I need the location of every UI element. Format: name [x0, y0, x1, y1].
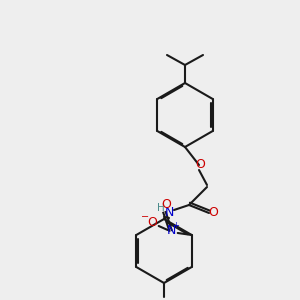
- Text: −: −: [141, 212, 149, 222]
- Text: O: O: [161, 199, 171, 212]
- Text: H: H: [157, 203, 165, 213]
- Text: N: N: [167, 224, 176, 236]
- Text: O: O: [208, 206, 218, 220]
- Text: O: O: [147, 217, 157, 230]
- Text: O: O: [195, 158, 205, 172]
- Text: N: N: [164, 206, 174, 220]
- Text: +: +: [172, 221, 179, 230]
